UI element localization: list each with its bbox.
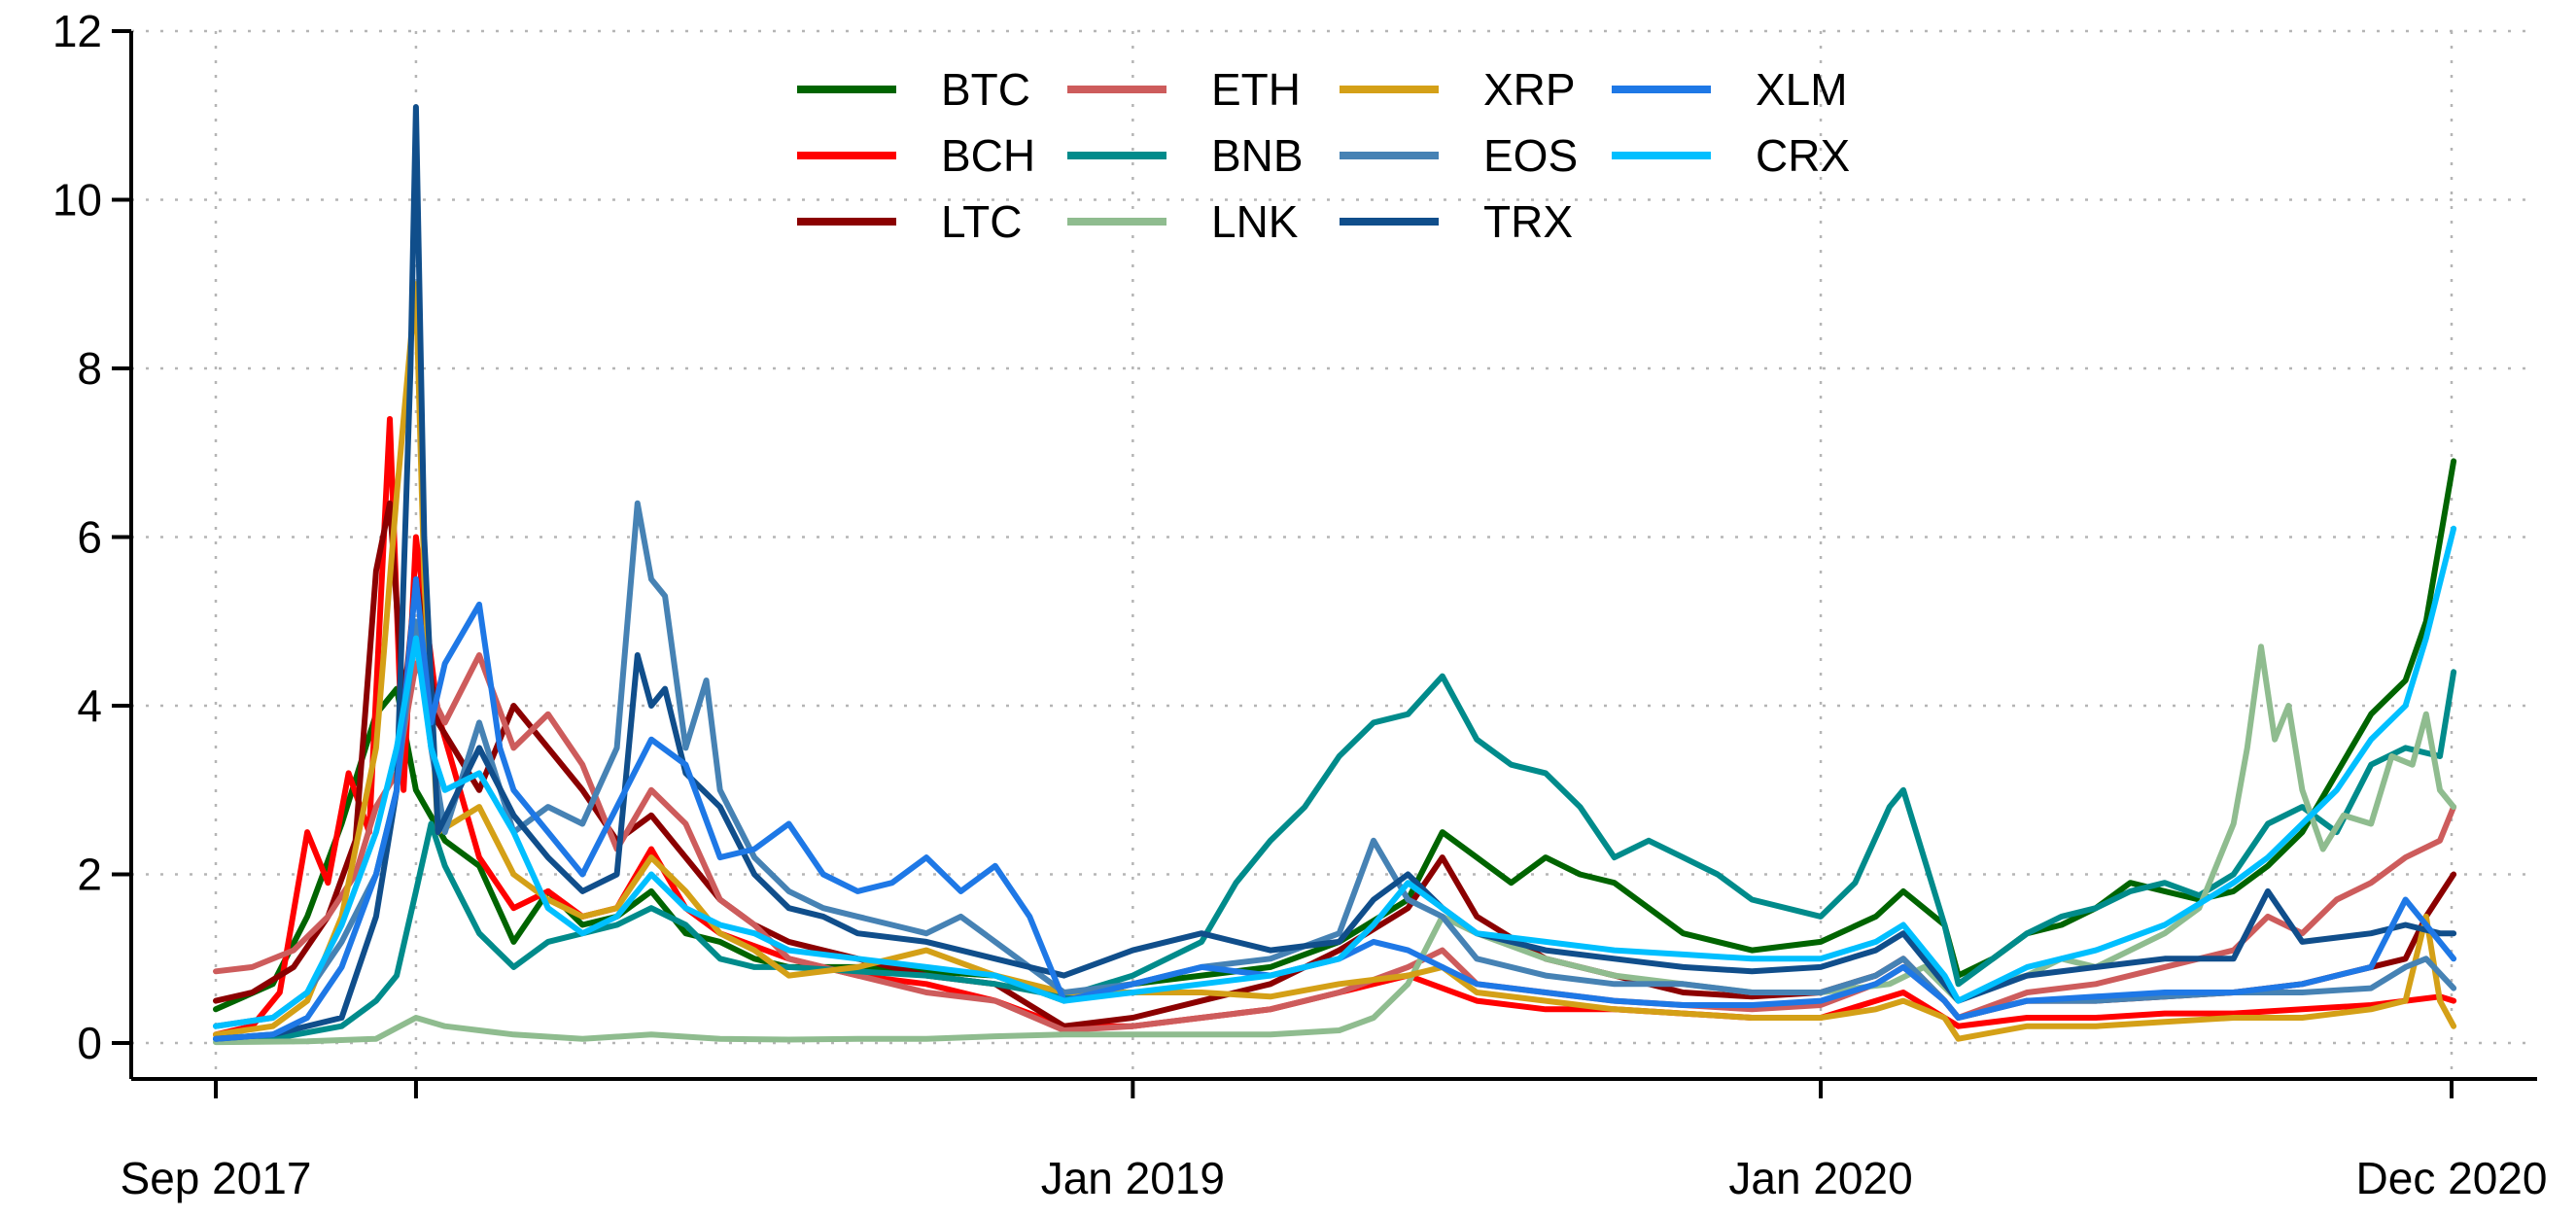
legend-item-xrp: XRP	[1340, 64, 1576, 115]
series-line-xlm	[213, 575, 2457, 1042]
series-line-bnb	[213, 669, 2457, 1042]
series-layer	[213, 104, 2457, 1046]
y-tick-label: 8	[77, 343, 102, 394]
legend-label: ETH	[1211, 64, 1301, 115]
legend-label: BNB	[1211, 130, 1304, 181]
x-tick-label: Jan 2020	[1728, 1153, 1912, 1203]
x-tick-label: Dec 2020	[2356, 1153, 2548, 1203]
legend-item-btc: BTC	[797, 64, 1030, 115]
y-tick-label: 2	[77, 850, 102, 900]
x-tick-label: Sep 2017	[121, 1153, 312, 1203]
legend-item-crx: CRX	[1612, 130, 1850, 181]
series-line-crx	[213, 525, 2457, 1029]
y-tick-label: 10	[52, 175, 102, 226]
legend-label: BCH	[941, 130, 1035, 181]
legend-label: XRP	[1483, 64, 1576, 115]
legend-label: LNK	[1211, 196, 1299, 247]
legend-item-eos: EOS	[1340, 130, 1578, 181]
series-line-eth	[213, 652, 2457, 1033]
legend-item-xlm: XLM	[1612, 64, 1848, 115]
series-line-btc	[213, 458, 2457, 1013]
legend-label: LTC	[941, 196, 1023, 247]
y-tick-label: 0	[77, 1018, 102, 1068]
legend-item-eth: ETH	[1067, 64, 1301, 115]
series-line-xrp	[213, 281, 2457, 1042]
x-tick-label: Jan 2019	[1041, 1153, 1225, 1203]
legend-label: EOS	[1483, 130, 1578, 181]
legend-label: TRX	[1483, 196, 1573, 247]
legend-item-bch: BCH	[797, 130, 1035, 181]
legend-label: BTC	[941, 64, 1030, 115]
legend-item-lnk: LNK	[1067, 196, 1299, 247]
legend: BTC BCH LTC ETH BNB LNK XRP EOS TRX XLM CRX	[797, 64, 1850, 247]
legend-label: XLM	[1756, 64, 1848, 115]
legend-item-ltc: LTC	[797, 196, 1023, 247]
axes-layer: 0 2 4 6 8 10 12 Sep 2017 Jan 2019 Jan 2020 Dec 202…	[52, 6, 2548, 1203]
legend-item-trx: TRX	[1340, 196, 1573, 247]
y-tick-label: 6	[77, 512, 102, 563]
y-tick-label: 4	[77, 680, 102, 731]
series-line-trx	[213, 104, 2457, 1042]
legend-item-bnb: BNB	[1067, 130, 1304, 181]
legend-label: CRX	[1756, 130, 1850, 181]
y-tick-label: 12	[52, 6, 102, 56]
